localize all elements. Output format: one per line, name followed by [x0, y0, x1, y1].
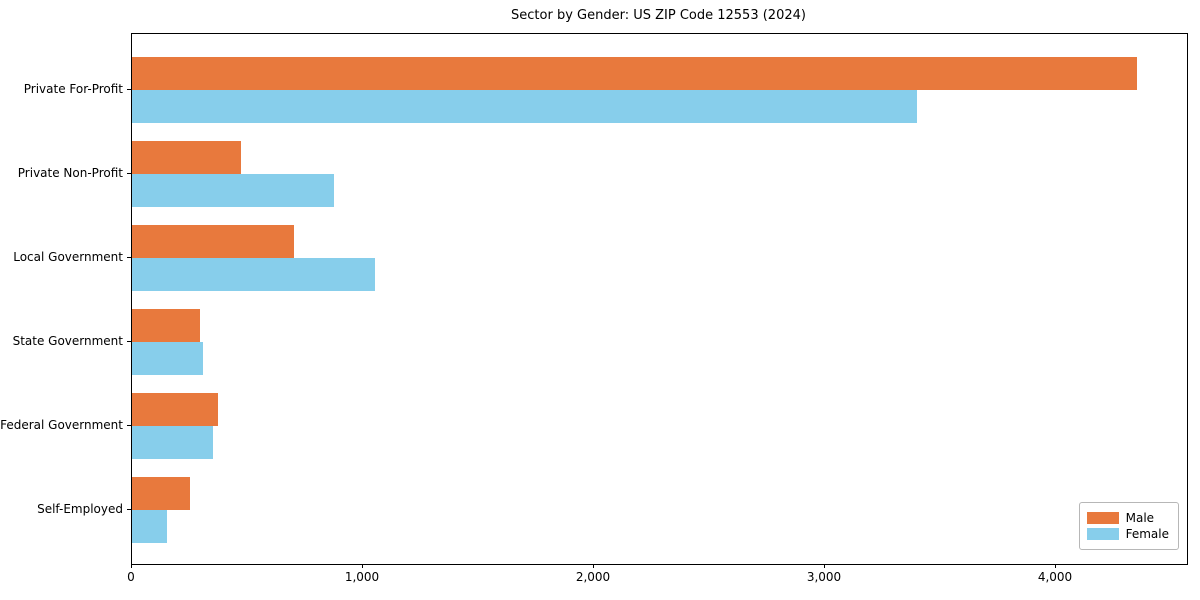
bar-male-private-for-profit: [132, 57, 1137, 90]
y-tick: [127, 257, 131, 258]
y-tick: [127, 89, 131, 90]
bar-female-state-government: [132, 342, 203, 375]
y-axis-label: Private For-Profit: [23, 82, 123, 96]
bar-male-self-employed: [132, 477, 190, 510]
y-tick: [127, 341, 131, 342]
legend: Male Female: [1078, 502, 1179, 550]
y-axis-label: Federal Government: [0, 418, 123, 432]
legend-item-male: Male: [1086, 511, 1169, 525]
bar-female-federal-government: [132, 426, 213, 459]
x-tick: [1055, 564, 1056, 568]
chart-title: Sector by Gender: US ZIP Code 12553 (202…: [511, 8, 806, 23]
x-tick: [131, 564, 132, 568]
x-tick: [362, 564, 363, 568]
x-tick: [593, 564, 594, 568]
bar-female-private-non-profit: [132, 174, 335, 207]
plot-area: Male Female: [131, 33, 1188, 565]
x-axis-tick-label: 2,000: [575, 570, 611, 584]
bar-male-local-government: [132, 225, 294, 258]
legend-item-female: Female: [1086, 527, 1169, 541]
y-tick: [127, 425, 131, 426]
x-axis-tick-label: 1,000: [344, 570, 380, 584]
bar-male-private-non-profit: [132, 141, 241, 174]
bar-female-local-government: [132, 258, 375, 291]
x-axis-tick-label: 0: [127, 570, 135, 584]
x-tick: [824, 564, 825, 568]
legend-label-female: Female: [1125, 527, 1169, 541]
y-axis-label: Private Non-Profit: [17, 166, 123, 180]
bar-female-self-employed: [132, 510, 167, 543]
bar-female-private-for-profit: [132, 90, 918, 123]
legend-swatch-male: [1086, 512, 1119, 524]
y-tick: [127, 173, 131, 174]
x-axis-tick-label: 4,000: [1037, 570, 1073, 584]
bar-male-state-government: [132, 309, 201, 342]
x-axis-tick-label: 3,000: [806, 570, 842, 584]
legend-label-male: Male: [1125, 511, 1155, 525]
y-axis-label: Self-Employed: [37, 502, 123, 516]
bar-male-federal-government: [132, 393, 218, 426]
y-axis-label: State Government: [12, 334, 123, 348]
y-tick: [127, 509, 131, 510]
y-axis-label: Local Government: [13, 250, 123, 264]
legend-swatch-female: [1086, 528, 1119, 540]
